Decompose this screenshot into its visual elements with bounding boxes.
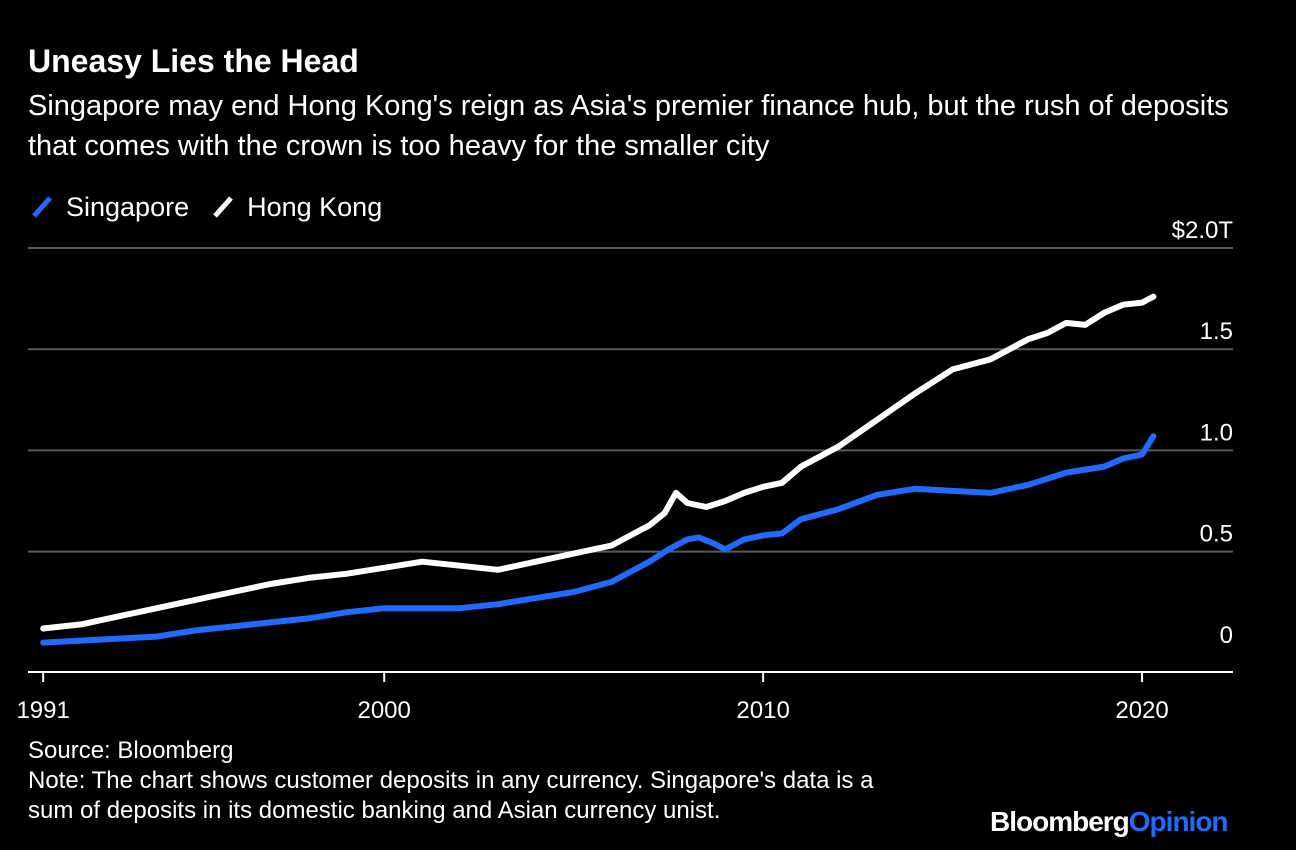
- x-tick-label-2010: 2010: [736, 697, 789, 724]
- x-tick-label-2020: 2020: [1115, 697, 1168, 724]
- series-line-singapore: [40, 433, 1157, 646]
- chart-subtitle: Singapore may end Hong Kong's reign as A…: [28, 90, 1229, 162]
- series-line-hong-kong: [40, 293, 1157, 632]
- legend-swatch-line-singapore: [32, 196, 52, 218]
- legend-swatch-line-hong-kong: [213, 196, 233, 218]
- legend-label-hong-kong: Hong Kong: [247, 191, 383, 222]
- chart-footer: Source: Bloomberg Note: The chart shows …: [28, 736, 988, 826]
- brand-part-1: Bloomberg: [990, 806, 1130, 837]
- y-tick-label-1-5: 1.5: [1200, 318, 1233, 345]
- legend-item-singapore: Singapore: [30, 192, 189, 223]
- x-tick-label-1991: 1991: [16, 697, 69, 724]
- chart-title: Uneasy Lies the Head: [28, 43, 359, 79]
- y-tick-label-0-5: 0.5: [1200, 521, 1233, 548]
- methodology-note-line-2: sum of deposits in its domestic banking …: [28, 797, 721, 824]
- legend: Singapore Hong Kong: [30, 190, 404, 224]
- legend-item-hong-kong: Hong Kong: [211, 192, 382, 223]
- legend-label-singapore: Singapore: [66, 191, 190, 222]
- y-tick-label-2-0t: $2.0T: [1172, 217, 1234, 244]
- bloomberg-opinion-logo: BloombergOpinion: [990, 806, 1229, 838]
- legend-swatch-singapore: [32, 196, 52, 218]
- brand-part-2: Opinion: [1128, 806, 1229, 837]
- methodology-note-line-1: Note: The chart shows customer deposits …: [28, 767, 874, 794]
- y-tick-label-1-0: 1.0: [1200, 419, 1233, 446]
- source-note: Source: Bloomberg: [28, 737, 234, 764]
- x-tick-label-2000: 2000: [357, 697, 410, 724]
- y-tick-label-0: 0: [1220, 622, 1233, 649]
- legend-swatch-hong-kong: [213, 196, 233, 218]
